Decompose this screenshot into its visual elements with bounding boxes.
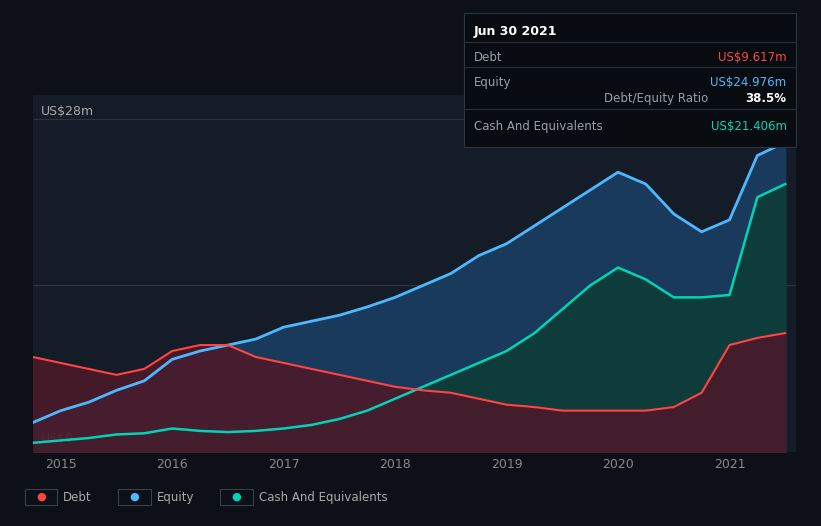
Text: ●: ● — [36, 492, 46, 502]
Text: Debt: Debt — [63, 491, 92, 503]
Text: US$21.406m: US$21.406m — [710, 120, 787, 133]
Text: ●: ● — [130, 492, 140, 502]
Text: Cash And Equivalents: Cash And Equivalents — [259, 491, 388, 503]
Text: US$0: US$0 — [40, 432, 74, 445]
Text: 38.5%: 38.5% — [745, 92, 787, 105]
Text: ●: ● — [232, 492, 241, 502]
Text: US$9.617m: US$9.617m — [718, 50, 787, 64]
Text: US$24.976m: US$24.976m — [710, 76, 787, 89]
Text: Debt: Debt — [474, 50, 502, 64]
Text: Equity: Equity — [474, 76, 511, 89]
Text: US$28m: US$28m — [40, 105, 94, 118]
Text: Debt/Equity Ratio: Debt/Equity Ratio — [603, 92, 708, 105]
Text: Equity: Equity — [157, 491, 195, 503]
Text: Cash And Equivalents: Cash And Equivalents — [474, 120, 603, 133]
Text: Jun 30 2021: Jun 30 2021 — [474, 25, 557, 38]
